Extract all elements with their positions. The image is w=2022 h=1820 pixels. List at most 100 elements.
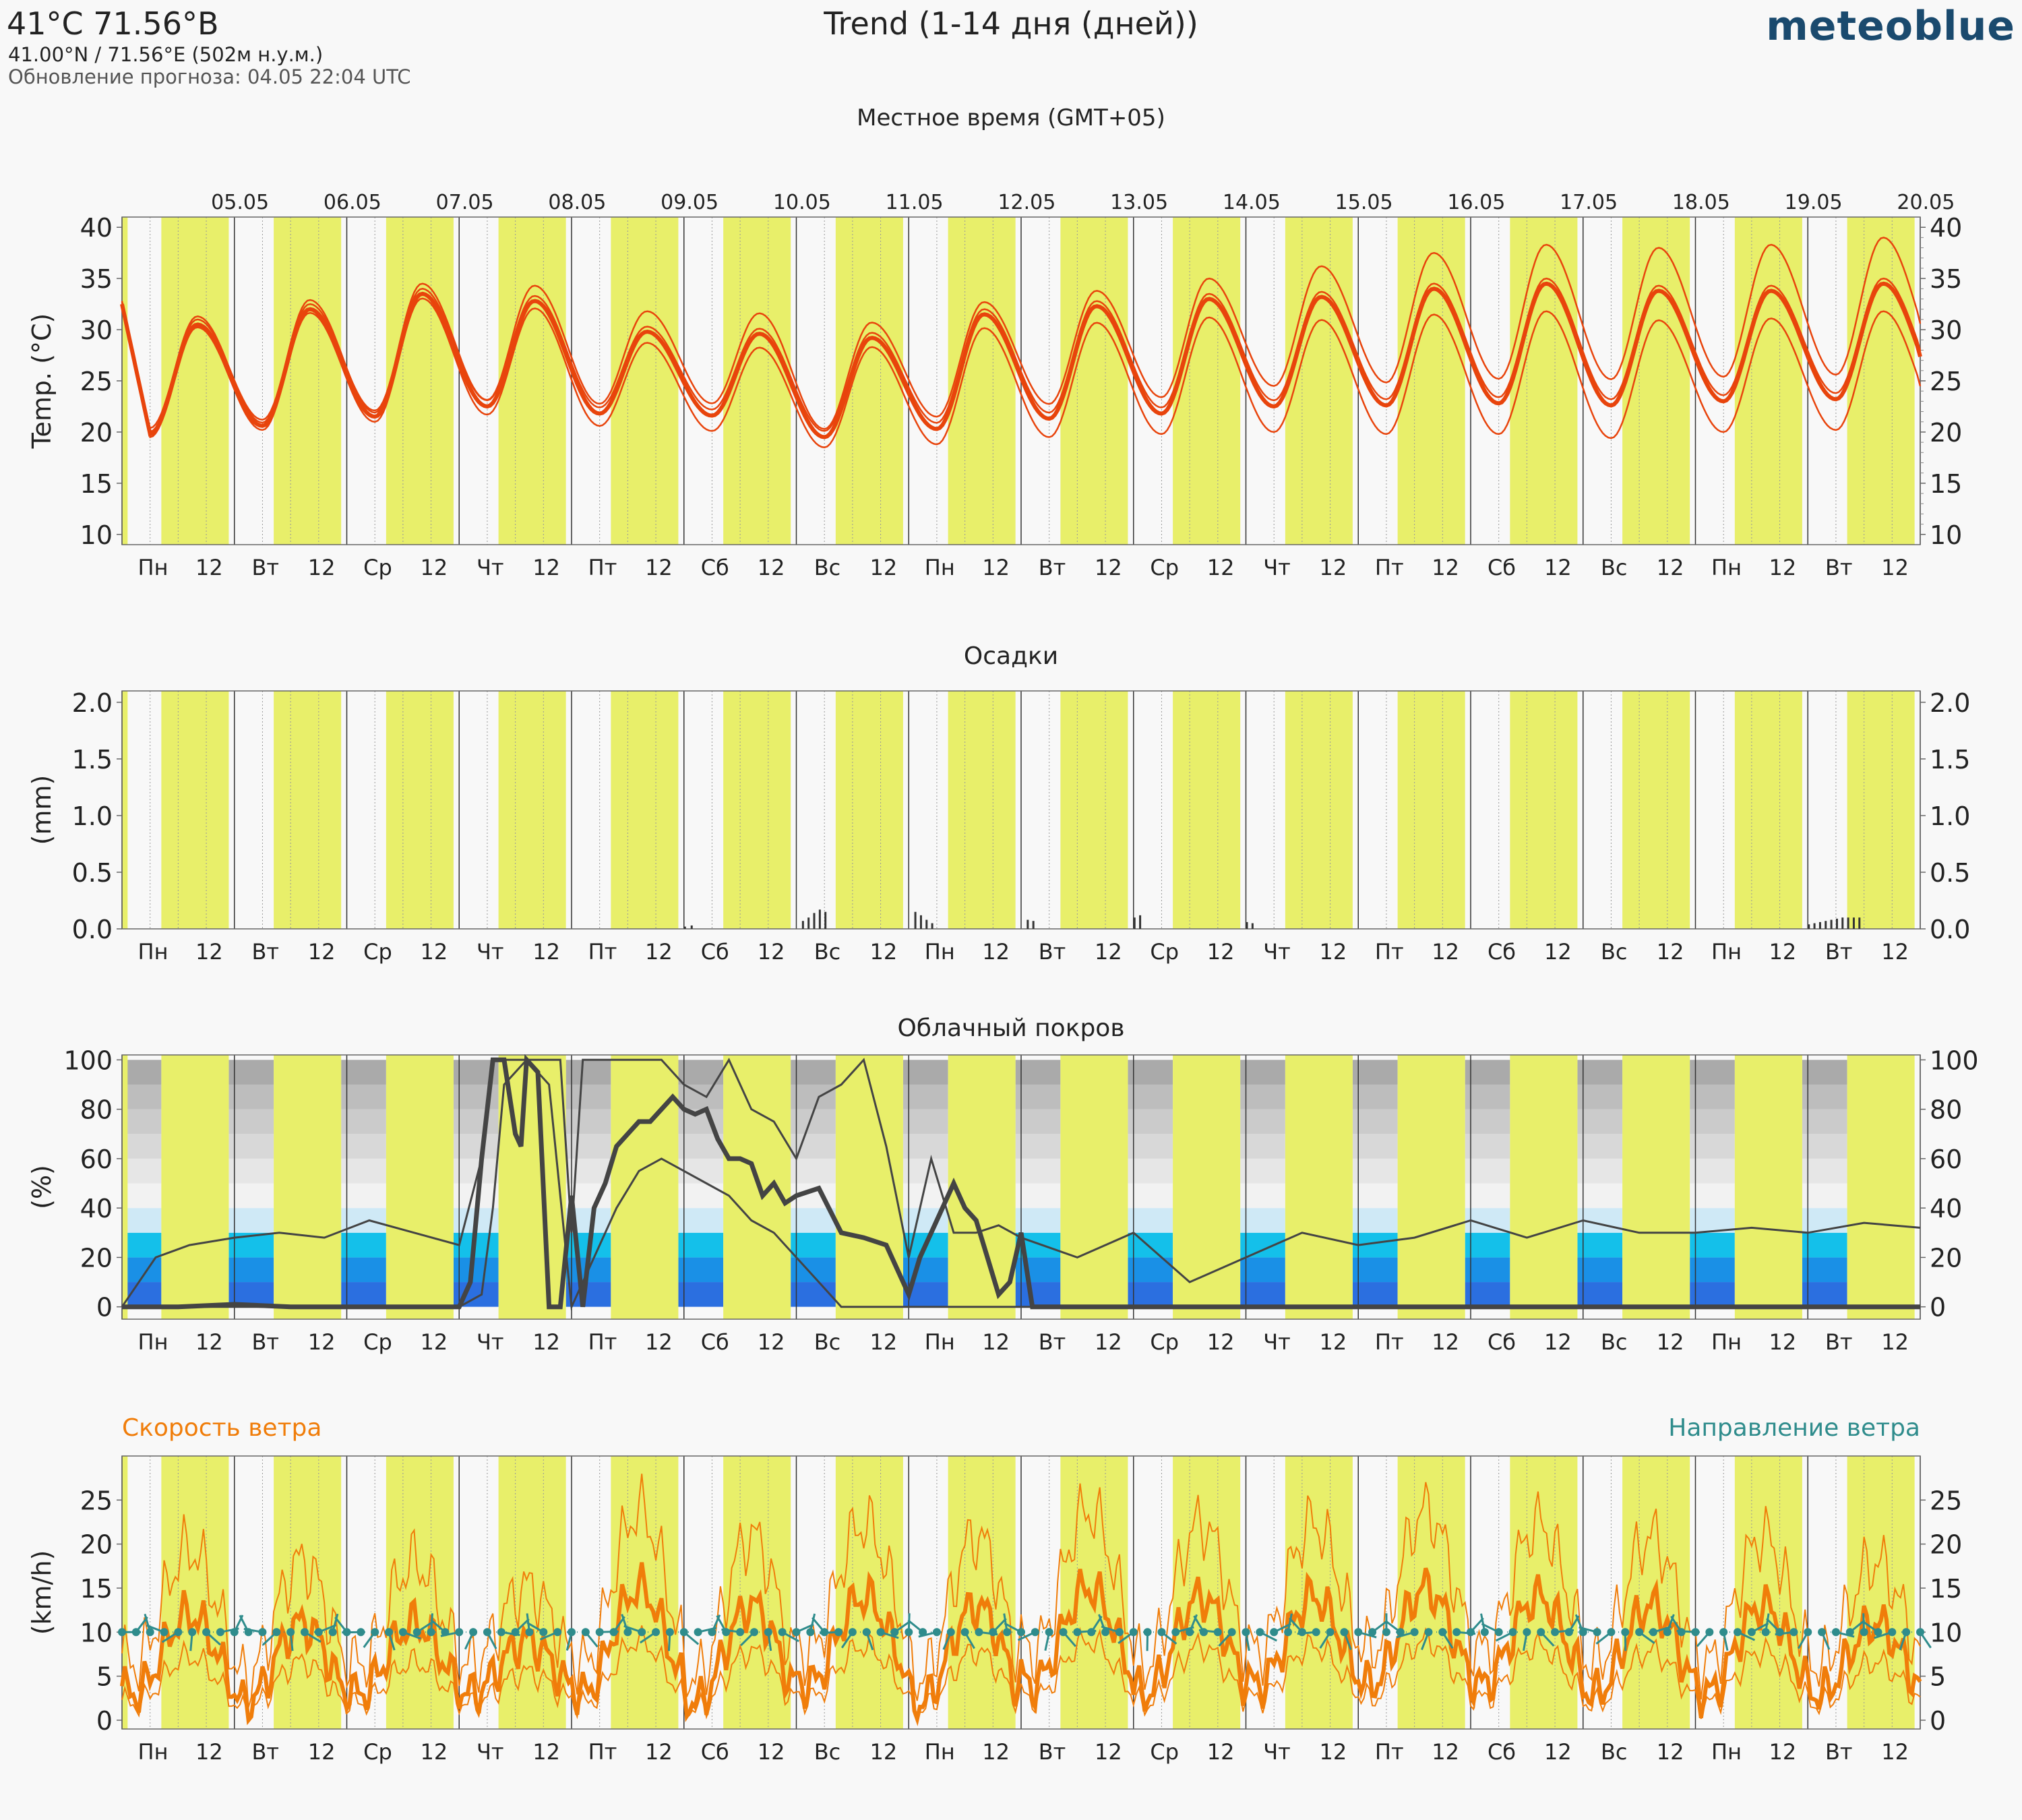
x-tick-label: Пт — [1375, 939, 1404, 965]
y-tick-label: 20 — [1930, 1530, 1962, 1560]
wind-direction-barb — [144, 1613, 152, 1633]
temp-member-line — [121, 277, 1922, 432]
x-tick-label: Сб — [1488, 1739, 1516, 1765]
y-tick-label: 20 — [1930, 418, 1962, 448]
wind-direction-barb — [1540, 1631, 1555, 1647]
x-tick-label: Сб — [1488, 939, 1516, 965]
wind-direction-barb — [880, 1631, 899, 1639]
wind-direction-barb — [1820, 1631, 1831, 1650]
x-tick-label: 12 — [308, 1739, 336, 1765]
wind-direction-barb — [430, 1618, 446, 1633]
y-tick-label: 100 — [1930, 1045, 1979, 1075]
x-tick-label: 12 — [1095, 1739, 1122, 1765]
x-tick-label: Ср — [1150, 555, 1179, 580]
wind-direction-barb — [1101, 1625, 1120, 1633]
cloud-scale-band — [1240, 1084, 1285, 1110]
date-label: 14.05 — [1223, 191, 1281, 214]
cloud-scale-band — [228, 1134, 274, 1159]
day-band — [1510, 217, 1578, 545]
day-band — [498, 691, 566, 929]
wind-direction-barb — [1343, 1631, 1352, 1650]
x-tick-label: Сб — [701, 939, 729, 965]
wind-direction-barb — [865, 1631, 874, 1651]
cloud-scale-band — [565, 1084, 611, 1110]
wind-direction-barb — [1797, 1631, 1809, 1649]
update-time: Обновление прогноза: 04.05 22:04 UTC — [8, 65, 411, 88]
wind-direction-barb — [621, 1614, 629, 1633]
wind-direction-barb — [907, 1619, 924, 1633]
y-tick-label: 5 — [1930, 1662, 1946, 1692]
y-tick-label: 10 — [1930, 1618, 1962, 1647]
cloud-scale-band — [1015, 1084, 1061, 1110]
date-label: 19.05 — [1785, 191, 1843, 214]
day-band — [835, 1055, 903, 1319]
date-label: 07.05 — [436, 191, 494, 214]
cloud-scale-band — [1690, 1183, 1735, 1209]
day-band — [1060, 1055, 1128, 1319]
x-tick-label: 12 — [1769, 939, 1797, 965]
plot-border — [121, 1455, 1921, 1730]
precip-bar — [690, 925, 693, 929]
date-label: 08.05 — [548, 191, 606, 214]
x-tick-label: Сб — [1488, 555, 1516, 580]
cloud-scale-band — [1352, 1208, 1398, 1233]
x-tick-label: Вт — [1039, 555, 1066, 580]
cloud-scale-band — [1240, 1158, 1285, 1184]
y-tick-label: 25 — [80, 367, 113, 396]
wind-direction-barb — [243, 1627, 263, 1633]
cloud-scale-band — [341, 1109, 386, 1134]
cloud-scale-band — [1352, 1109, 1398, 1134]
y-tick-label: 80 — [1930, 1095, 1962, 1125]
x-tick-label: Ср — [1150, 939, 1179, 965]
x-tick-label: 12 — [982, 1739, 1010, 1765]
cloud-scale-band — [1465, 1158, 1510, 1184]
wind-direction-barb — [942, 1631, 952, 1650]
temp-upper-line — [121, 237, 1922, 433]
cloud-scale-band — [122, 1084, 162, 1110]
x-tick-label: Вт — [1825, 1329, 1853, 1355]
precip-bar — [1835, 918, 1838, 929]
cloud-scale-band — [1802, 1183, 1847, 1209]
wind-direction-barb — [1357, 1631, 1377, 1639]
wind-direction-barb — [1523, 1632, 1528, 1651]
y-tick-label: 1.5 — [1930, 745, 1970, 775]
cloud-scale-band — [791, 1257, 836, 1283]
wind-direction-barb — [430, 1613, 434, 1633]
day-band — [1397, 691, 1465, 929]
cloud-scale-band — [1690, 1060, 1735, 1085]
cloud-scale-band — [1802, 1208, 1847, 1233]
date-label: 10.05 — [773, 191, 831, 214]
x-tick-label: Вт — [1825, 555, 1853, 580]
day-band — [1173, 217, 1241, 545]
meteoblue-logo[interactable]: meteoblue — [1766, 3, 2015, 50]
date-label: 15.05 — [1335, 191, 1393, 214]
x-tick-label: 12 — [421, 1329, 448, 1355]
day-band — [723, 1456, 791, 1729]
x-tick-label: 12 — [1881, 1739, 1909, 1765]
day-band — [498, 217, 566, 545]
wind-direction-barb — [1372, 1620, 1388, 1633]
cloud-scale-band — [1802, 1109, 1847, 1134]
wind-direction-barb — [1193, 1615, 1205, 1633]
cloud-scale-band — [1015, 1257, 1061, 1283]
cloud-scale-band — [1240, 1282, 1285, 1307]
day-band — [1847, 217, 1915, 545]
cloud-scale-band — [1802, 1134, 1847, 1159]
cloud-scale-band — [791, 1282, 836, 1307]
x-tick-label: Пт — [588, 939, 617, 965]
x-tick-label: 12 — [308, 939, 336, 965]
wind-direction-barb — [811, 1616, 826, 1633]
x-tick-label: Ср — [1150, 1329, 1179, 1355]
y-tick-label: 15 — [1930, 1574, 1962, 1604]
x-tick-label: 12 — [1881, 939, 1909, 965]
wind-direction-barb — [740, 1631, 756, 1647]
precip-bar — [1841, 917, 1844, 929]
x-tick-label: Пн — [925, 1329, 955, 1355]
y-tick-label: 60 — [80, 1145, 113, 1174]
x-tick-label: Пт — [588, 1329, 617, 1355]
wind-direction-barb — [1044, 1631, 1051, 1651]
day-band — [122, 217, 128, 545]
x-tick-label: 12 — [421, 1739, 448, 1765]
day-band — [1285, 1456, 1353, 1729]
cloud-scale-band — [1690, 1109, 1735, 1134]
